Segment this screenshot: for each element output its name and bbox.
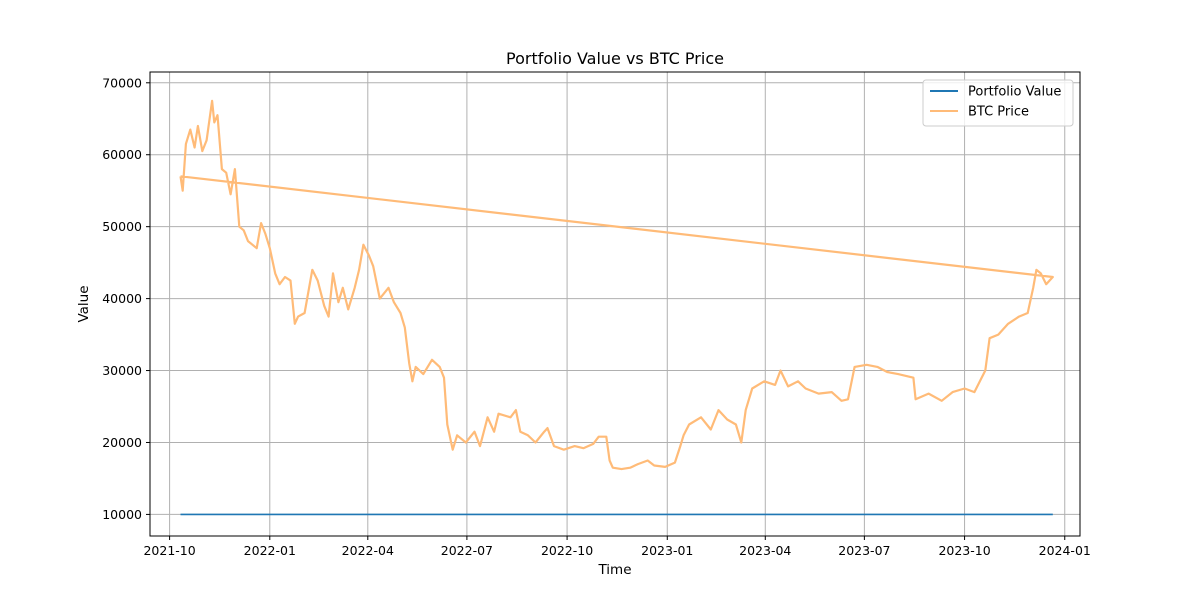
x-tick-label: 2022-10 — [541, 543, 593, 558]
legend-box — [922, 79, 1074, 127]
plot-frame — [149, 71, 1081, 537]
y-tick-label: 40000 — [102, 291, 142, 306]
legend-label-portfolio-value: Portfolio Value — [968, 85, 1061, 100]
y-tick-label: 50000 — [102, 219, 142, 234]
plot-area — [179, 99, 1054, 516]
y-tick-label: 70000 — [102, 75, 142, 90]
y-tick-label: 60000 — [102, 147, 142, 162]
y-tick-label: 20000 — [102, 435, 142, 450]
series-layer — [179, 99, 1054, 516]
chart-title: Portfolio Value vs BTC Price — [506, 49, 724, 68]
x-tick-label: 2022-04 — [342, 543, 394, 558]
y-tick-label: 30000 — [102, 363, 142, 378]
x-tick-label: 2023-10 — [938, 543, 990, 558]
y-tick-label: 10000 — [102, 507, 142, 522]
x-tick-label: 2021-10 — [143, 543, 195, 558]
y-axis-label: Value — [76, 285, 92, 322]
x-tick-label: 2022-07 — [441, 543, 493, 558]
x-tick-label: 2024-01 — [1039, 543, 1091, 558]
x-tick-label: 2023-07 — [838, 543, 890, 558]
x-axis-label: Time — [597, 562, 631, 578]
x-tick-label: 2023-01 — [641, 543, 693, 558]
y-axis: 10000 20000 30000 40000 50000 60000 70000 — [102, 75, 150, 522]
x-tick-label: 2022-01 — [244, 543, 296, 558]
x-axis: 2021-10 2022-01 2022-04 2022-07 2022-10 2023-… — [143, 536, 1091, 558]
x-tick-label: 2023-04 — [739, 543, 791, 558]
legend: Portfolio Value BTC Price — [922, 79, 1074, 127]
btc-price-line — [179, 99, 1054, 471]
legend-label-btc-price: BTC Price — [968, 105, 1029, 120]
